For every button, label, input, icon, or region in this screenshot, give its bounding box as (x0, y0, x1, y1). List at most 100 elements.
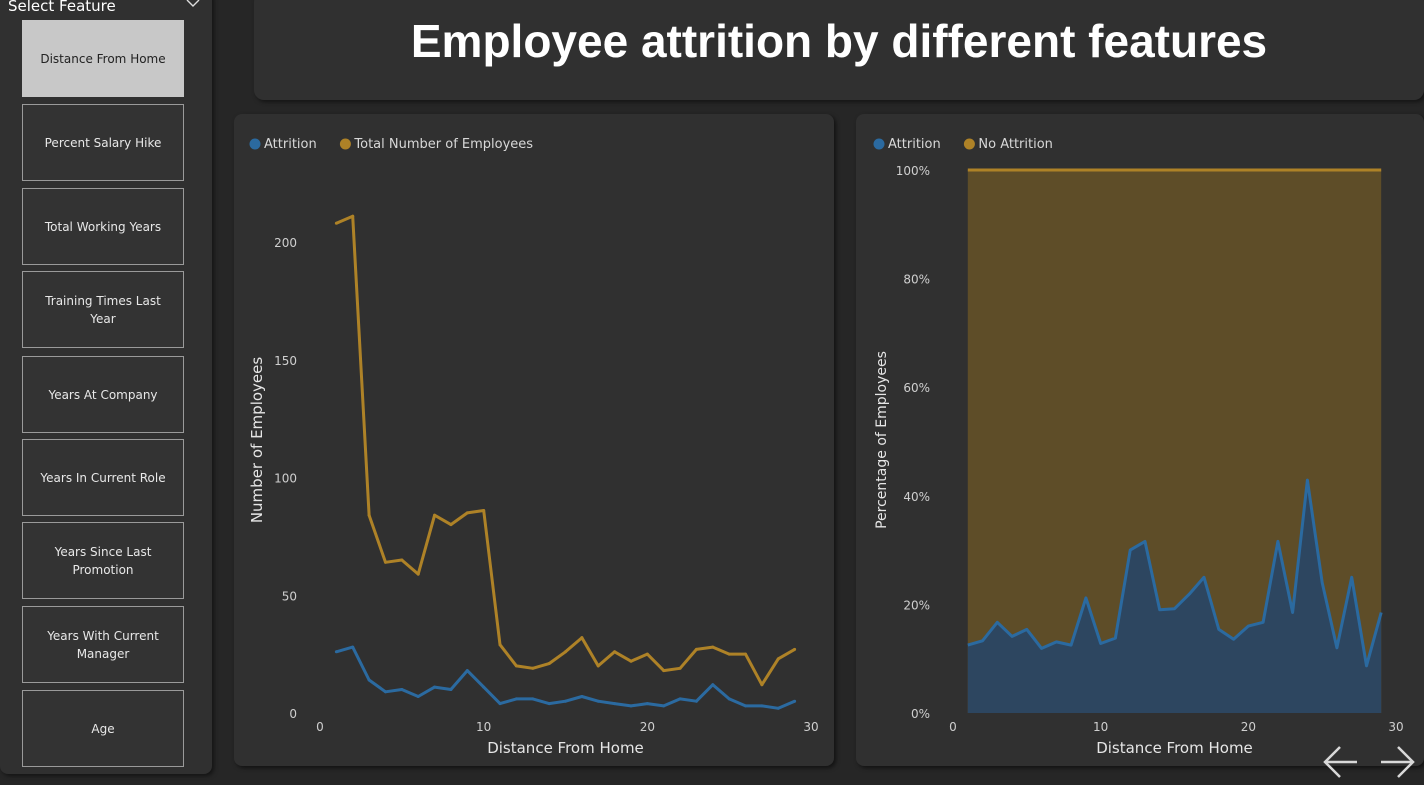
series-line (335, 645, 796, 710)
x-axis-title: Distance From Home (1096, 739, 1253, 757)
data-point (694, 699, 698, 703)
x-tick-label: 10 (476, 720, 491, 734)
legend-marker (873, 138, 885, 150)
data-point (482, 509, 486, 513)
data-point (596, 664, 600, 668)
data-point (776, 706, 780, 710)
data-point (580, 695, 584, 699)
arrow-right-icon[interactable] (1378, 742, 1416, 782)
y-tick-label: 200 (274, 236, 297, 250)
slicer-item-label: Years In Current Role (40, 470, 166, 485)
slicer-item[interactable]: Years With Current Manager (22, 606, 184, 683)
data-point (449, 687, 453, 691)
data-point (711, 683, 715, 687)
attrition-area (967, 480, 1382, 713)
data-point (760, 704, 764, 708)
slicer-item[interactable]: Years In Current Role (22, 439, 184, 516)
data-point (482, 685, 486, 689)
data-point (498, 702, 502, 706)
area-chart-card: Attrition No Attrition 0% 20% 40% 60% 80% 100% 0… (856, 114, 1424, 766)
slicer-header: Select Feature (8, 0, 208, 14)
legend-marker (249, 138, 261, 150)
slicer-item[interactable]: Distance From Home (22, 20, 184, 97)
x-tick-label: 0 (949, 720, 957, 734)
slicer-item[interactable]: Percent Salary Hike (22, 104, 184, 181)
data-point (547, 662, 551, 666)
series-line (335, 214, 796, 687)
feature-slicer: Select Feature Distance From Home Percent… (0, 0, 212, 774)
slicer-item[interactable]: Years Since Last Promotion (22, 522, 184, 599)
data-point (400, 687, 404, 691)
data-point (351, 214, 355, 218)
data-point (531, 697, 535, 701)
data-point (711, 645, 715, 649)
y-tick-label: 50 (282, 589, 297, 603)
slicer-item[interactable]: Age (22, 690, 184, 767)
data-point (645, 652, 649, 656)
data-point (547, 702, 551, 706)
x-tick-label: 20 (640, 720, 655, 734)
slicer-title: Select Feature (8, 0, 116, 15)
slicer-item[interactable]: Total Working Years (22, 188, 184, 265)
data-point (465, 669, 469, 673)
data-point (629, 659, 633, 663)
y-tick-label: 150 (274, 354, 297, 368)
data-point (498, 643, 502, 647)
data-point (580, 636, 584, 640)
data-point (645, 702, 649, 706)
data-point (744, 652, 748, 656)
y-axis-title: Number of Employees (248, 357, 266, 524)
slicer-item-label: Age (91, 721, 115, 736)
slicer-item[interactable]: Years At Company (22, 356, 184, 433)
y-tick-label: 20% (903, 598, 930, 612)
y-tick-label: 60% (903, 381, 930, 395)
slicer-item[interactable]: Training Times Last Year (22, 271, 184, 348)
data-point (367, 678, 371, 682)
x-tick-label: 30 (1388, 720, 1403, 734)
legend-label: Attrition (264, 137, 317, 152)
chevron-down-icon[interactable] (186, 0, 200, 8)
slicer-item-label: Training Times Last Year (45, 293, 161, 326)
data-point (793, 647, 797, 651)
x-tick-label: 30 (803, 720, 818, 734)
y-tick-label: 40% (903, 490, 930, 504)
y-tick-label: 100% (896, 164, 930, 178)
data-point (514, 664, 518, 668)
data-point (416, 572, 420, 576)
legend-label: Attrition (888, 137, 941, 152)
data-point (776, 657, 780, 661)
data-point (334, 221, 338, 225)
x-tick-label: 10 (1093, 720, 1108, 734)
data-point (629, 704, 633, 708)
data-point (514, 697, 518, 701)
data-point (400, 558, 404, 562)
y-axis-title: Percentage of Employees (874, 351, 890, 529)
percent-area-chart: Attrition No Attrition 0% 20% 40% 60% 80% 100% 0… (873, 137, 1404, 757)
x-tick-label: 20 (1241, 720, 1256, 734)
line-chart-card: Attrition Total Number of Employees 0 50 100… (234, 114, 834, 766)
data-point (694, 647, 698, 651)
attrition-line (967, 478, 1383, 668)
line-chart: Attrition Total Number of Employees050100… (248, 137, 819, 757)
y-tick-label: 100 (274, 472, 297, 486)
data-point (564, 699, 567, 703)
data-point (465, 511, 469, 515)
title-card: Employee attrition by different features (254, 0, 1424, 100)
arrow-left-icon[interactable] (1322, 742, 1360, 782)
legend-marker (339, 138, 351, 150)
data-point (727, 697, 731, 701)
data-point (662, 704, 666, 708)
data-point (596, 699, 600, 703)
data-point (367, 513, 371, 517)
legend-marker (963, 138, 975, 150)
slicer-item-label: Years Since Last Promotion (54, 544, 152, 577)
page-title: Employee attrition by different features (410, 15, 1268, 67)
data-point (613, 650, 617, 654)
data-point (727, 652, 731, 656)
slicer-item-label: Distance From Home (40, 51, 166, 66)
x-tick-label: 0 (316, 720, 324, 734)
data-point (678, 697, 682, 701)
data-point (383, 690, 387, 694)
data-point (433, 685, 437, 689)
data-point (334, 650, 338, 654)
